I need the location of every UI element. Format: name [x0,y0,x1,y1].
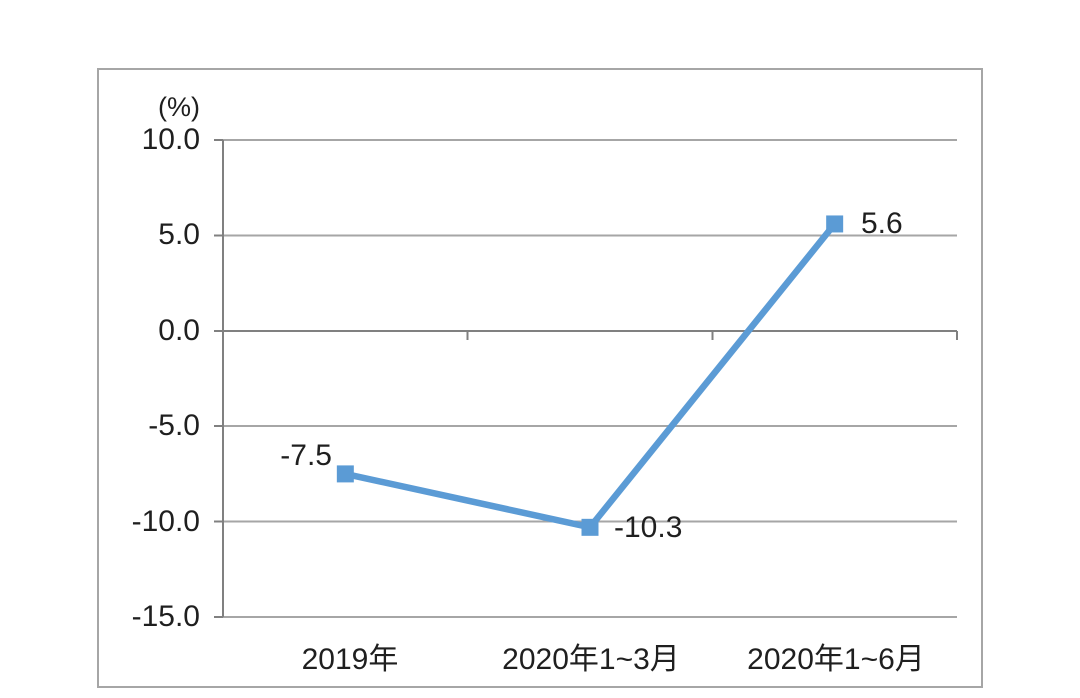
series-marker [581,518,599,536]
data-label-2019: -7.5 [280,439,332,472]
series-line [344,221,838,531]
y-tick-label-10: 10.0 [141,123,200,156]
series-marker [336,465,354,483]
y-tick-label-neg15: -15.0 [131,600,200,633]
x-category-label-2019: 2019年 [301,643,399,676]
y-tick-label-5: 5.0 [158,218,200,251]
y-tick-label-neg10: -10.0 [131,505,200,538]
x-category-label-2020h1: 2020年1~6月 [747,643,925,676]
y-axis-unit-label: (%) [158,92,200,122]
data-label-2020q1: -10.3 [614,511,683,544]
chart-frame [97,68,983,688]
x-category-label-2020q1: 2020年1~3月 [502,643,680,676]
series-marker [826,215,844,233]
data-label-2020h1: 5.6 [861,207,903,240]
y-tick-label-0: 0.0 [158,314,200,347]
y-tick-label-neg5: -5.0 [148,409,200,442]
